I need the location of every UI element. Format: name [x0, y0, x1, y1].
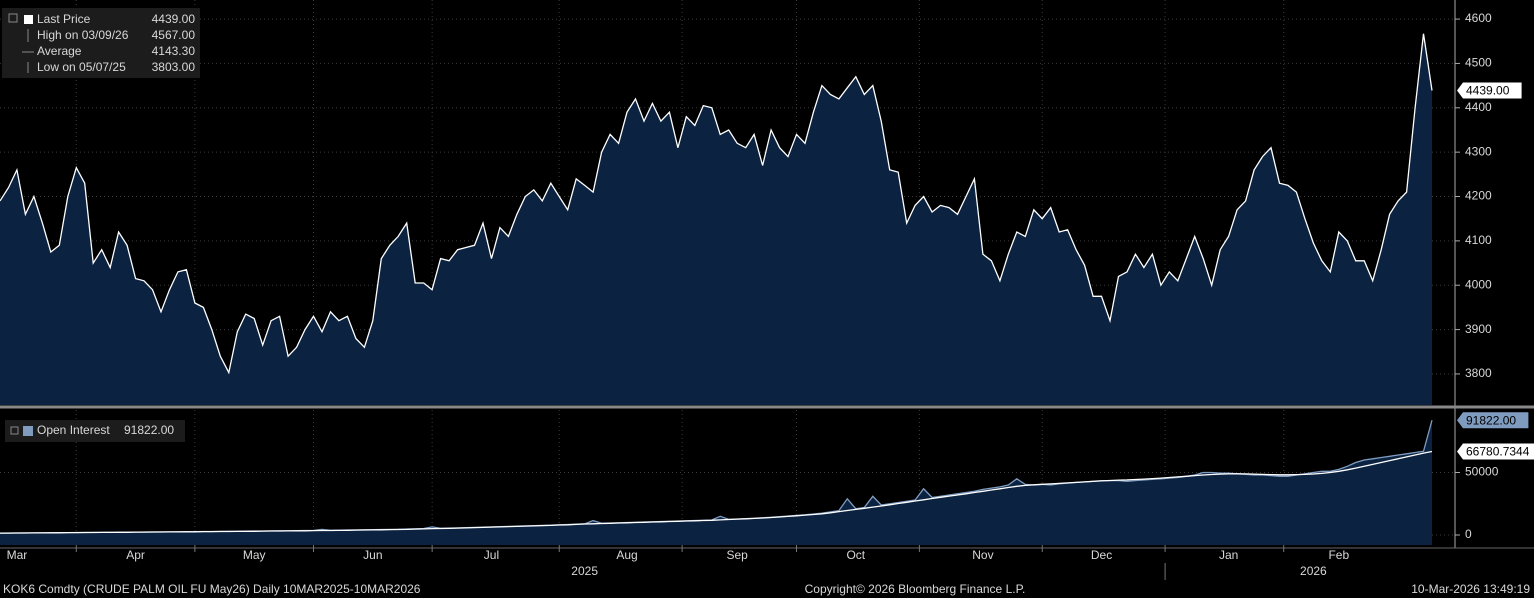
last-value-label: 91822.00 — [1466, 413, 1516, 427]
x-tick-label: Jul — [484, 548, 499, 562]
y-tick-label: 4600 — [1465, 11, 1492, 25]
y-tick-label: 4500 — [1465, 56, 1492, 70]
legend-toggle — [8, 13, 18, 23]
last-value-tag — [1457, 412, 1529, 429]
price-legend: Last Price 4439.00 High on 03/09/26 4567… — [2, 8, 200, 78]
last-value-tag — [1457, 443, 1534, 460]
last-value-label: 66780.7344 — [1466, 445, 1530, 459]
footer-right: 10-Mar-2026 13:49:19 — [1411, 582, 1530, 596]
legend-box — [2, 8, 200, 78]
footer-center: Copyright© 2026 Bloomberg Finance L.P. — [805, 582, 1026, 596]
x-tick-label: Aug — [616, 548, 637, 562]
year-label: 2025 — [571, 564, 598, 578]
y-tick-label: 3800 — [1465, 366, 1492, 380]
last-value-tag — [1457, 82, 1522, 99]
y-tick-label: 4100 — [1465, 233, 1492, 247]
x-tick-label: Oct — [846, 548, 865, 562]
legend-label: Low on 05/07/25 — [37, 60, 126, 74]
legend-label: High on 03/09/26 — [37, 28, 129, 42]
y-tick-label: 50000 — [1465, 465, 1499, 479]
legend-value: 3803.00 — [152, 60, 196, 74]
legend-value: 4439.00 — [152, 12, 196, 26]
x-tick-label: Apr — [126, 548, 145, 562]
oi-legend: Open Interest 91822.00 — [5, 420, 185, 442]
y-tick-label: 4300 — [1465, 144, 1492, 158]
x-tick-label: Feb — [1328, 548, 1349, 562]
x-tick-label: Jan — [1219, 548, 1238, 562]
x-tick-label: Mar — [7, 548, 28, 562]
x-tick-label: Sep — [727, 548, 749, 562]
line — [0, 450, 1433, 534]
footer-left: KOK6 Comdty (CRUDE PALM OIL FU May26) Da… — [3, 582, 421, 596]
legend-value: 4143.30 — [152, 44, 196, 58]
area — [0, 420, 1432, 545]
x-tick-label: Dec — [1091, 548, 1112, 562]
x-tick-label: May — [243, 548, 266, 562]
plot-layer: Mar Apr May Jun Jul Aug Sep Oct Nov Dec Jan Feb 2025… — [0, 0, 1534, 580]
x-tick-label: Jun — [363, 548, 382, 562]
y-tick-label: 4400 — [1465, 100, 1492, 114]
y-tick-label: 4000 — [1465, 277, 1492, 291]
y-tick-label: 3900 — [1465, 322, 1492, 336]
y-tick-label: 4200 — [1465, 189, 1492, 203]
legend-label: Open Interest — [37, 423, 110, 437]
year-label: 2026 — [1300, 564, 1327, 578]
legend-swatch — [24, 15, 33, 24]
line — [0, 33, 1433, 375]
legend-label: Average — [37, 44, 82, 58]
x-tick-label: Nov — [972, 548, 993, 562]
legend-value: 91822.00 — [124, 423, 174, 437]
legend-label: Last Price — [37, 12, 91, 26]
legend-box — [5, 420, 185, 442]
area — [0, 33, 1432, 405]
legend-swatch — [23, 426, 33, 436]
legend-toggle — [10, 426, 19, 435]
y-tick-label: 0 — [1465, 527, 1472, 541]
last-value-label: 4439.00 — [1466, 84, 1510, 98]
legend-value: 4567.00 — [152, 28, 196, 42]
